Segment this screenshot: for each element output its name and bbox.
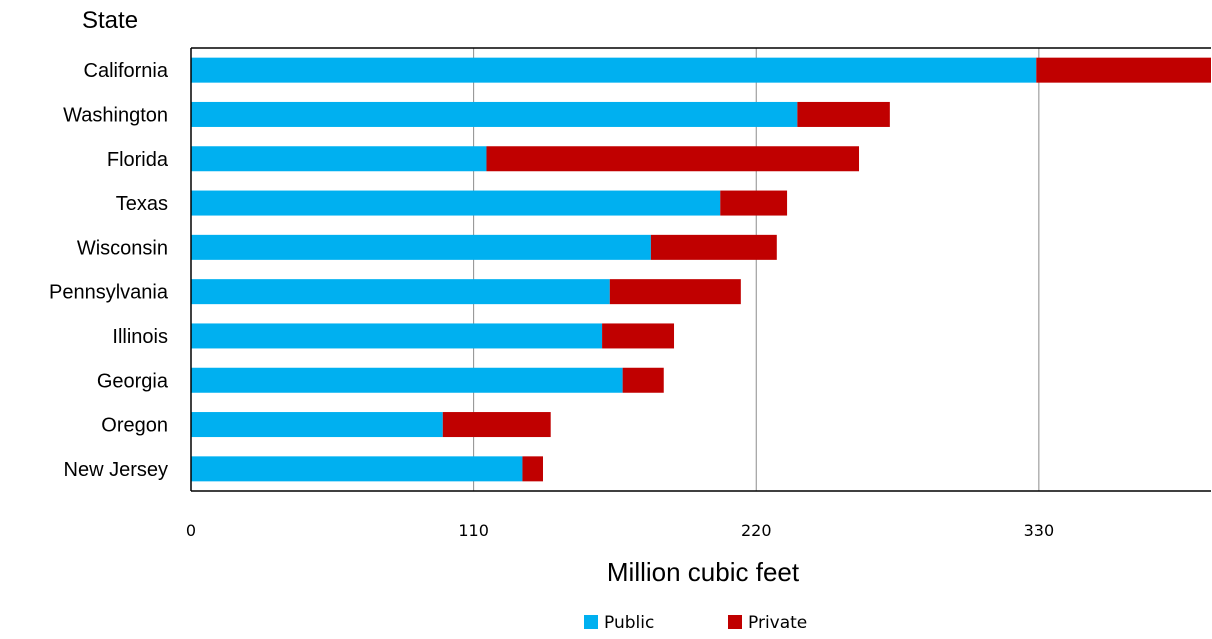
- bar-private-florida: [486, 146, 860, 172]
- bar-private-illinois: [602, 323, 675, 349]
- category-label: Illinois: [112, 326, 168, 348]
- bar-public-pennsylvania: [191, 279, 610, 305]
- x-tick-label: 220: [741, 521, 772, 540]
- bar-private-pennsylvania: [609, 279, 741, 305]
- bar-private-california: [1036, 57, 1211, 83]
- legend: Public Private: [584, 613, 807, 633]
- bar-private-georgia: [622, 367, 664, 393]
- category-label: Georgia: [97, 370, 169, 392]
- bar-public-texas: [191, 190, 721, 216]
- bar-private-new-jersey: [522, 456, 543, 482]
- category-labels: California Washington Florida Texas Wisconsi…: [49, 60, 169, 481]
- category-label: New Jersey: [64, 459, 168, 481]
- legend-label-private: Private: [748, 613, 807, 633]
- bar-public-wisconsin: [191, 234, 651, 260]
- x-tick-labels: 0 110 220 330: [186, 521, 1054, 540]
- plot-frame: [190, 47, 1211, 492]
- bar-public-washington: [191, 101, 798, 127]
- x-tick-label: 0: [186, 521, 196, 540]
- category-label: Oregon: [101, 415, 168, 437]
- bars: [191, 57, 1211, 482]
- x-axis-title: Million cubic feet: [607, 557, 800, 587]
- bar-private-oregon: [442, 412, 551, 438]
- category-label: Washington: [63, 104, 168, 126]
- category-label: Florida: [107, 149, 169, 171]
- bar-private-washington: [797, 101, 890, 127]
- legend-swatch-private: [728, 615, 742, 629]
- bar-public-oregon: [191, 412, 443, 438]
- x-tick-label: 330: [1024, 521, 1055, 540]
- bar-private-wisconsin: [650, 234, 777, 260]
- bar-public-florida: [191, 146, 487, 172]
- category-label: Wisconsin: [77, 237, 168, 259]
- bar-private-texas: [720, 190, 788, 216]
- legend-label-public: Public: [604, 613, 654, 633]
- category-label: Pennsylvania: [49, 282, 169, 304]
- x-tick-label: 110: [458, 521, 489, 540]
- bar-public-new-jersey: [191, 456, 523, 482]
- category-label: Texas: [116, 193, 168, 215]
- bar-public-illinois: [191, 323, 603, 349]
- legend-swatch-public: [584, 615, 598, 629]
- category-label: California: [84, 60, 169, 82]
- bar-public-california: [191, 57, 1037, 83]
- y-axis-title: State: [82, 7, 138, 34]
- bar-public-georgia: [191, 367, 623, 393]
